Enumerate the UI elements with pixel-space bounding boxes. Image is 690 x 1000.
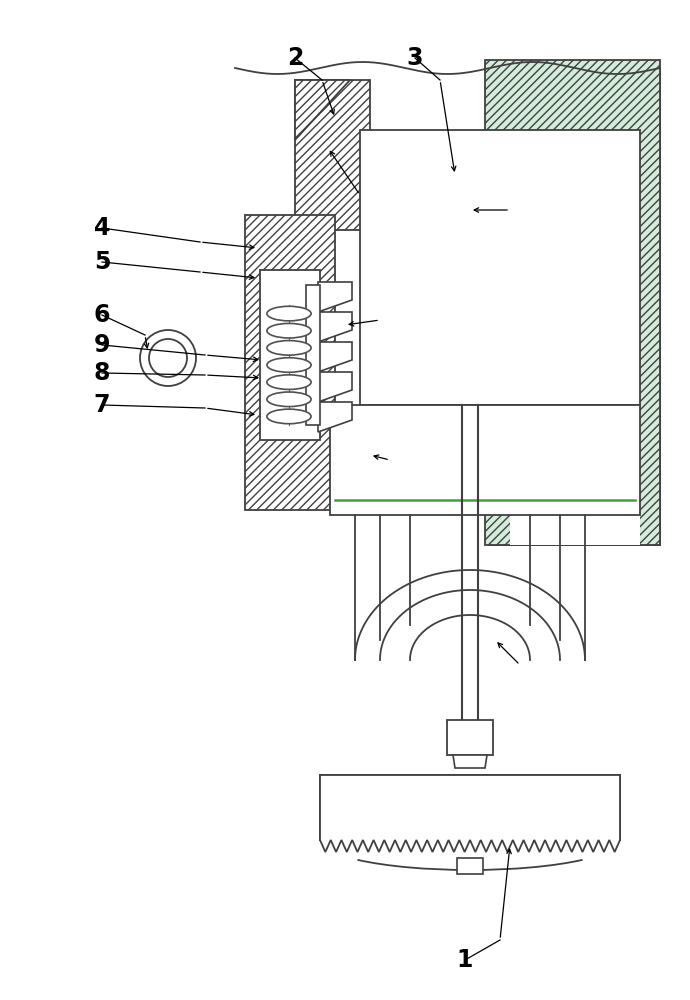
- Ellipse shape: [267, 306, 311, 321]
- Bar: [490, 68, 660, 545]
- Bar: [510, 130, 640, 545]
- Bar: [457, 858, 483, 874]
- Ellipse shape: [267, 358, 311, 372]
- Bar: [295, 80, 370, 230]
- Polygon shape: [318, 282, 352, 432]
- Text: 1: 1: [457, 948, 473, 972]
- Bar: [490, 68, 510, 545]
- Text: 3: 3: [406, 46, 423, 70]
- Bar: [245, 215, 335, 510]
- Bar: [447, 720, 493, 755]
- Text: 9: 9: [94, 333, 110, 357]
- Text: 7: 7: [94, 393, 110, 417]
- Polygon shape: [295, 80, 350, 140]
- Text: 4: 4: [94, 216, 110, 240]
- Bar: [360, 130, 640, 405]
- Polygon shape: [320, 775, 620, 852]
- Text: 5: 5: [94, 250, 110, 274]
- Text: 6: 6: [94, 303, 110, 327]
- Ellipse shape: [267, 409, 311, 424]
- Circle shape: [140, 330, 196, 386]
- Bar: [260, 270, 320, 440]
- Ellipse shape: [267, 323, 311, 338]
- Polygon shape: [453, 755, 487, 768]
- Bar: [490, 68, 660, 98]
- Bar: [306, 285, 320, 425]
- Text: 8: 8: [94, 361, 110, 385]
- Bar: [330, 405, 640, 515]
- Text: 2: 2: [287, 46, 303, 70]
- Ellipse shape: [267, 341, 311, 355]
- Bar: [640, 68, 660, 545]
- Circle shape: [149, 339, 187, 377]
- Bar: [485, 60, 660, 545]
- Bar: [490, 68, 660, 545]
- Ellipse shape: [267, 392, 311, 407]
- Ellipse shape: [267, 375, 311, 389]
